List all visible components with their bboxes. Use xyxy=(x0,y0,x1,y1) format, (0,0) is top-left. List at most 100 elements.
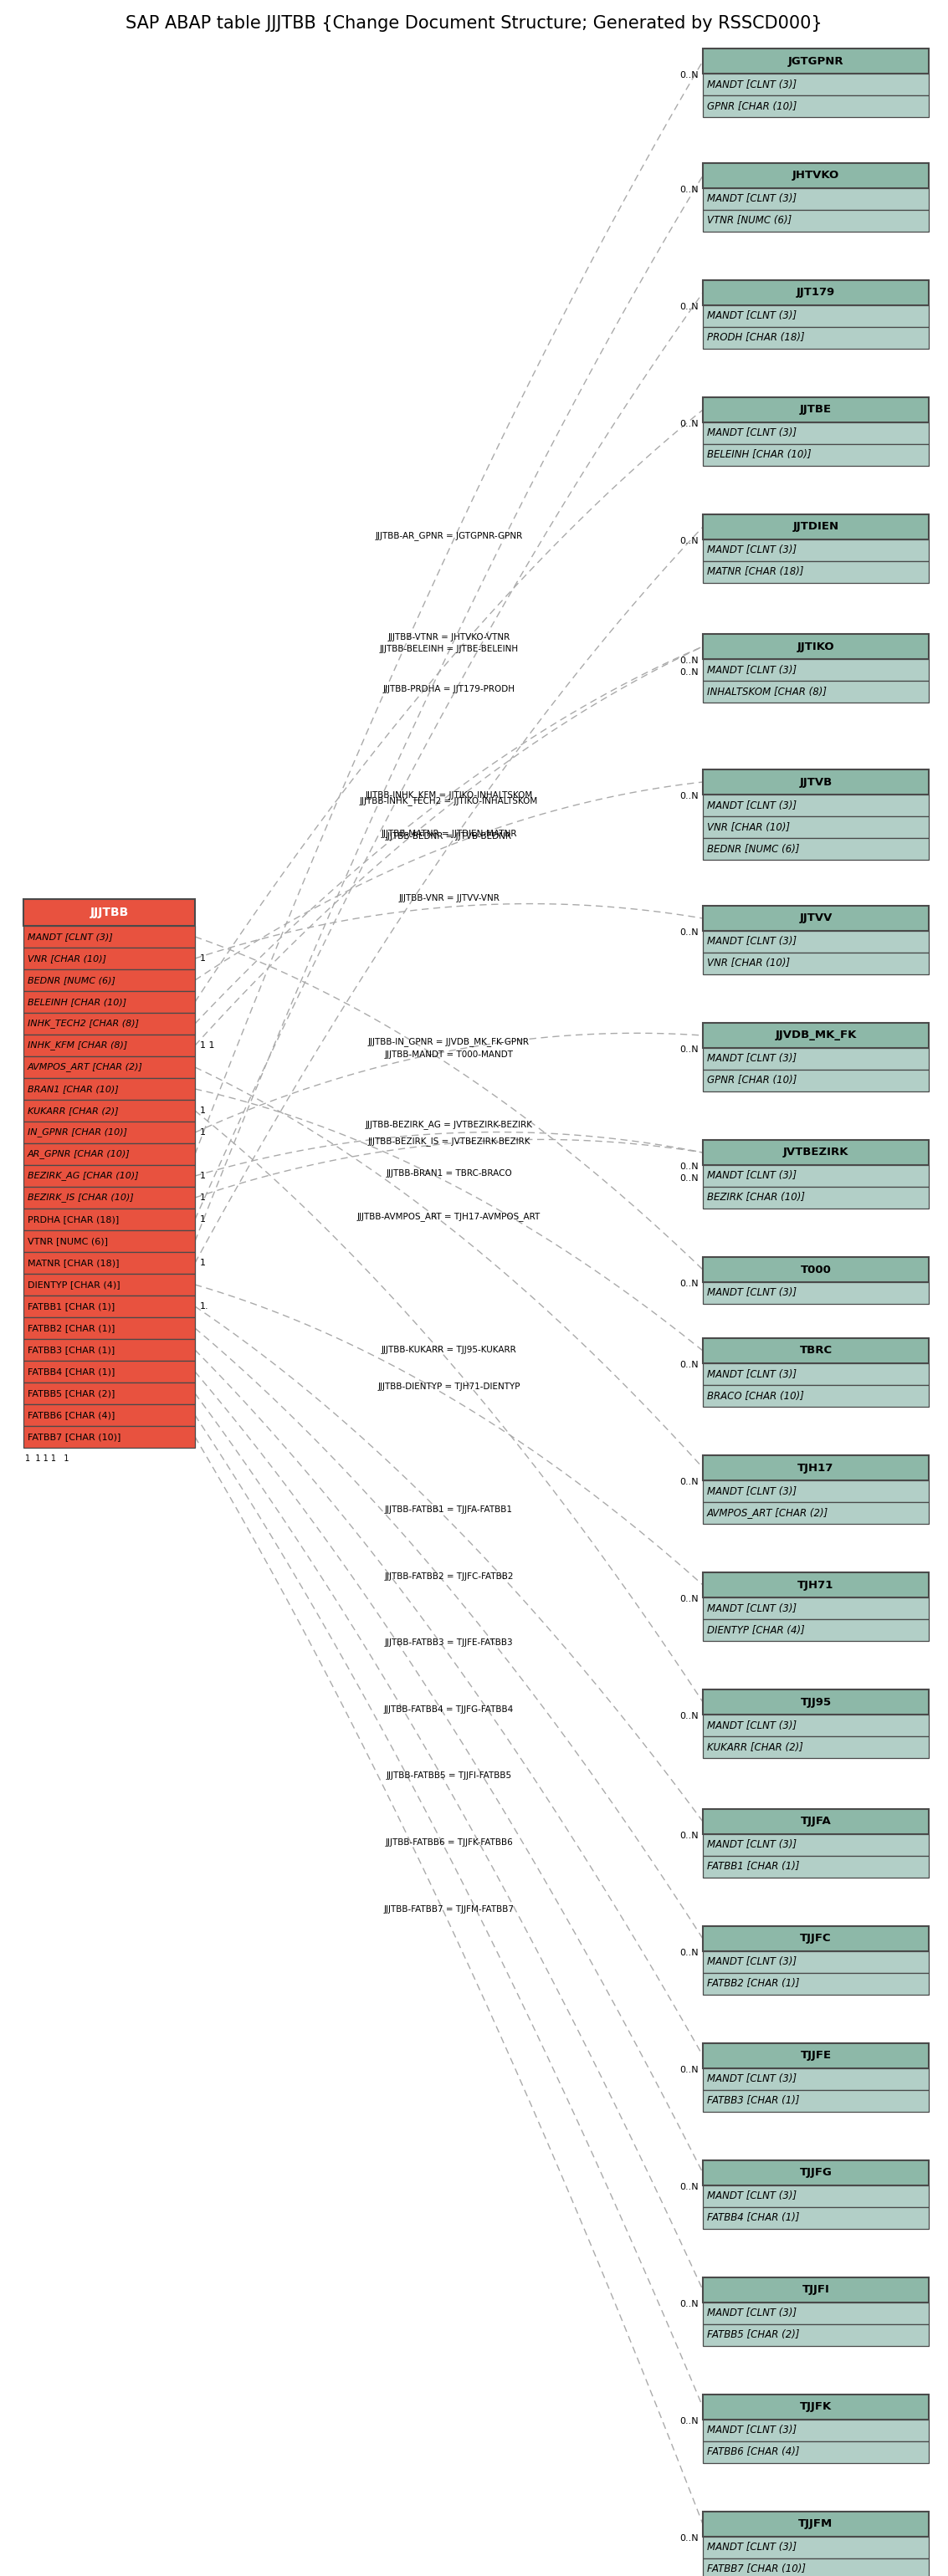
Text: 1: 1 xyxy=(200,1260,206,1267)
Text: MANDT [CLNT (3)]: MANDT [CLNT (3)] xyxy=(707,2424,796,2437)
FancyBboxPatch shape xyxy=(702,1455,929,1481)
Text: MANDT [CLNT (3)]: MANDT [CLNT (3)] xyxy=(707,2308,796,2318)
Text: 1 1: 1 1 xyxy=(200,1041,214,1048)
FancyBboxPatch shape xyxy=(702,770,929,793)
Text: 1: 1 xyxy=(200,1108,206,1115)
FancyBboxPatch shape xyxy=(702,49,929,75)
FancyBboxPatch shape xyxy=(702,422,929,443)
FancyBboxPatch shape xyxy=(702,793,929,817)
FancyBboxPatch shape xyxy=(702,1736,929,1757)
FancyBboxPatch shape xyxy=(24,1231,195,1252)
Text: GPNR [CHAR (10)]: GPNR [CHAR (10)] xyxy=(707,100,797,111)
FancyBboxPatch shape xyxy=(24,1427,195,1448)
Text: TJJFE: TJJFE xyxy=(800,2050,831,2061)
FancyBboxPatch shape xyxy=(702,1386,929,1406)
Text: 0..N: 0..N xyxy=(680,420,699,428)
FancyBboxPatch shape xyxy=(24,1012,195,1036)
Text: MANDT [CLNT (3)]: MANDT [CLNT (3)] xyxy=(707,1054,796,1064)
FancyBboxPatch shape xyxy=(24,1036,195,1056)
Text: JVTBEZIRK: JVTBEZIRK xyxy=(783,1146,848,1159)
FancyBboxPatch shape xyxy=(702,930,929,953)
FancyBboxPatch shape xyxy=(702,2161,929,2184)
Text: 0..N: 0..N xyxy=(680,536,699,546)
FancyBboxPatch shape xyxy=(702,2558,929,2576)
Text: FATBB3 [CHAR (1)]: FATBB3 [CHAR (1)] xyxy=(707,2094,799,2107)
FancyBboxPatch shape xyxy=(702,2069,929,2089)
Text: 0..N: 0..N xyxy=(680,1162,699,1172)
Text: JHTVKO: JHTVKO xyxy=(793,170,839,180)
FancyBboxPatch shape xyxy=(24,925,195,948)
Text: FATBB5 [CHAR (2)]: FATBB5 [CHAR (2)] xyxy=(707,2329,799,2342)
FancyBboxPatch shape xyxy=(24,1188,195,1208)
FancyBboxPatch shape xyxy=(702,327,929,348)
Text: MATNR [CHAR (18)]: MATNR [CHAR (18)] xyxy=(707,567,804,577)
Text: 1  1 1 1   1: 1 1 1 1 1 xyxy=(25,1455,69,1463)
FancyBboxPatch shape xyxy=(24,1252,195,1273)
Text: 1: 1 xyxy=(200,1172,206,1180)
Text: TBRC: TBRC xyxy=(799,1345,832,1355)
Text: FATBB3 [CHAR (1)]: FATBB3 [CHAR (1)] xyxy=(27,1345,115,1355)
FancyBboxPatch shape xyxy=(702,162,929,188)
FancyBboxPatch shape xyxy=(702,2324,929,2347)
FancyBboxPatch shape xyxy=(702,1716,929,1736)
Text: JJJTBB-FATBB3 = TJJFE-FATBB3: JJJTBB-FATBB3 = TJJFE-FATBB3 xyxy=(385,1638,513,1646)
Text: INHK_TECH2 [CHAR (8)]: INHK_TECH2 [CHAR (8)] xyxy=(27,1020,139,1028)
Text: 0..N: 0..N xyxy=(680,667,699,677)
FancyBboxPatch shape xyxy=(702,1927,929,1950)
Text: BRACO [CHAR (10)]: BRACO [CHAR (10)] xyxy=(707,1391,804,1401)
FancyBboxPatch shape xyxy=(702,562,929,582)
FancyBboxPatch shape xyxy=(702,2208,929,2228)
FancyBboxPatch shape xyxy=(702,2396,929,2419)
Text: MANDT [CLNT (3)]: MANDT [CLNT (3)] xyxy=(707,80,796,90)
Text: VTNR [NUMC (6)]: VTNR [NUMC (6)] xyxy=(27,1236,108,1244)
FancyBboxPatch shape xyxy=(24,1164,195,1188)
FancyBboxPatch shape xyxy=(702,2277,929,2303)
Text: FATBB1 [CHAR (1)]: FATBB1 [CHAR (1)] xyxy=(27,1303,115,1311)
FancyBboxPatch shape xyxy=(702,1337,929,1363)
Text: AR_GPNR [CHAR (10)]: AR_GPNR [CHAR (10)] xyxy=(27,1149,130,1159)
Text: TJJFI: TJJFI xyxy=(802,2285,830,2295)
FancyBboxPatch shape xyxy=(702,2442,929,2463)
FancyBboxPatch shape xyxy=(24,1340,195,1360)
Text: 0..N: 0..N xyxy=(680,2066,699,2074)
Text: 0..N: 0..N xyxy=(680,1046,699,1054)
Text: KUKARR [CHAR (2)]: KUKARR [CHAR (2)] xyxy=(27,1108,119,1115)
FancyBboxPatch shape xyxy=(702,1834,929,1855)
FancyBboxPatch shape xyxy=(702,209,929,232)
Text: MANDT [CLNT (3)]: MANDT [CLNT (3)] xyxy=(707,935,796,948)
FancyBboxPatch shape xyxy=(24,1121,195,1144)
Text: JJTVB: JJTVB xyxy=(799,775,832,788)
Text: T000: T000 xyxy=(800,1265,831,1275)
Text: AVMPOS_ART [CHAR (2)]: AVMPOS_ART [CHAR (2)] xyxy=(27,1064,143,1072)
Text: TJJFC: TJJFC xyxy=(800,1932,831,1945)
Text: 0..N: 0..N xyxy=(680,1713,699,1721)
Text: DIENTYP [CHAR (4)]: DIENTYP [CHAR (4)] xyxy=(707,1625,805,1636)
Text: MANDT [CLNT (3)]: MANDT [CLNT (3)] xyxy=(707,546,796,556)
FancyBboxPatch shape xyxy=(702,397,929,422)
Text: MANDT [CLNT (3)]: MANDT [CLNT (3)] xyxy=(707,1958,796,1968)
Text: JJTVV: JJTVV xyxy=(799,912,832,925)
FancyBboxPatch shape xyxy=(702,907,929,930)
FancyBboxPatch shape xyxy=(24,1383,195,1404)
FancyBboxPatch shape xyxy=(702,1048,929,1069)
Text: MANDT [CLNT (3)]: MANDT [CLNT (3)] xyxy=(707,801,796,811)
FancyBboxPatch shape xyxy=(702,1502,929,1525)
FancyBboxPatch shape xyxy=(24,992,195,1012)
Text: 1: 1 xyxy=(200,1216,206,1224)
Text: TJJFM: TJJFM xyxy=(798,2519,833,2530)
FancyBboxPatch shape xyxy=(702,2419,929,2442)
Text: JJJTBB-INHK_KFM = JJTIKO-INHALTSKOM: JJJTBB-INHK_KFM = JJTIKO-INHALTSKOM xyxy=(365,791,533,799)
FancyBboxPatch shape xyxy=(702,1023,929,1048)
Text: TJH17: TJH17 xyxy=(797,1463,834,1473)
FancyBboxPatch shape xyxy=(702,1620,929,1641)
FancyBboxPatch shape xyxy=(24,1316,195,1340)
Text: JJJTBB-FATBB6 = TJJFK-FATBB6: JJJTBB-FATBB6 = TJJFK-FATBB6 xyxy=(385,1839,513,1847)
FancyBboxPatch shape xyxy=(24,1404,195,1427)
Text: JJVDB_MK_FK: JJVDB_MK_FK xyxy=(775,1030,857,1041)
FancyBboxPatch shape xyxy=(24,1296,195,1316)
FancyBboxPatch shape xyxy=(24,1273,195,1296)
FancyBboxPatch shape xyxy=(702,75,929,95)
Text: VNR [CHAR (10)]: VNR [CHAR (10)] xyxy=(707,822,790,832)
Text: BEDNR [NUMC (6)]: BEDNR [NUMC (6)] xyxy=(27,976,116,984)
FancyBboxPatch shape xyxy=(702,1597,929,1620)
